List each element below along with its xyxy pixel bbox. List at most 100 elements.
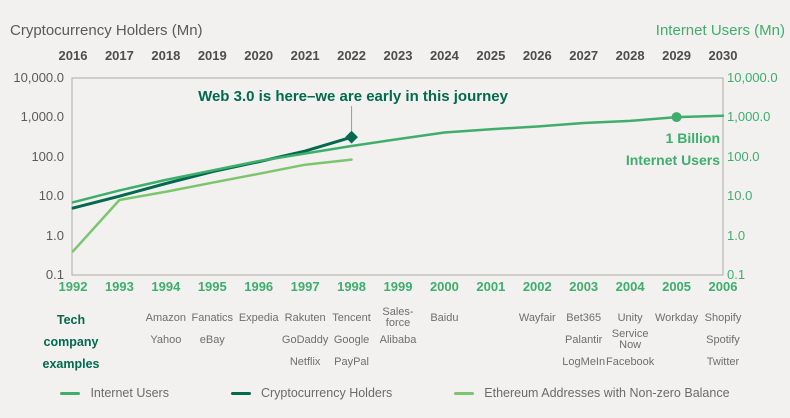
company-name: Spotify xyxy=(706,334,740,346)
y-right-tick: 0.1 xyxy=(727,267,746,282)
company-cell: eBay xyxy=(179,329,245,351)
top-year-2029: 2029 xyxy=(662,48,692,63)
company-name: GoDaddy xyxy=(281,334,329,346)
company-cell: Bet365 xyxy=(551,307,617,329)
company-cell: GoDaddy xyxy=(272,329,338,351)
company-name: Alibaba xyxy=(379,334,417,346)
company-name: Rakuten xyxy=(284,312,326,324)
company-name: Yahoo xyxy=(150,334,182,346)
series-line-ethereum-addresses-with-non-zero-balance xyxy=(71,158,353,253)
company-cell: Wayfair xyxy=(504,307,570,329)
series-line-cryptocurrency-holders xyxy=(71,135,354,210)
y-right-tick: 10.0 xyxy=(727,188,753,204)
top-year-2017: 2017 xyxy=(104,48,134,63)
bottom-year-2006: 2006 xyxy=(708,279,738,294)
web3-annotation: Web 3.0 is here–we are early in this jou… xyxy=(198,88,508,105)
top-year-2027: 2027 xyxy=(569,48,599,63)
y-left-tick: 1,000.0 xyxy=(20,109,64,125)
company-name: Facebook xyxy=(605,356,655,368)
company-cell: Unity xyxy=(597,307,663,329)
legend-swatch xyxy=(60,391,81,395)
company-cell: Service Now xyxy=(597,329,663,351)
bottom-year-1996: 1996 xyxy=(244,279,274,294)
series-line-internet-users xyxy=(71,114,725,204)
y-left-tick: 100.0 xyxy=(31,148,64,164)
company-cell: Rakuten xyxy=(272,307,338,329)
company-cell: Tencent xyxy=(319,307,385,329)
company-cell xyxy=(411,329,477,351)
company-cell: Twitter xyxy=(690,351,756,373)
company-cell: Google xyxy=(319,329,385,351)
plot-border xyxy=(71,77,724,276)
company-column-1999: Sales-force Alibaba xyxy=(365,307,431,373)
legend-label: Cryptocurrency Holders xyxy=(260,386,393,400)
company-cell: Baidu xyxy=(411,307,477,329)
top-year-2016: 2016 xyxy=(58,48,88,63)
y-right-tick: 1,000.0 xyxy=(727,109,771,125)
y-right-tick: 1.0 xyxy=(727,227,746,243)
bottom-year-1995: 1995 xyxy=(197,279,227,294)
company-name: eBay xyxy=(199,334,225,346)
bottom-year-2000: 2000 xyxy=(429,279,459,294)
legend: Internet Users Cryptocurrency Holders Ethe… xyxy=(0,386,790,400)
bottom-year-2004: 2004 xyxy=(615,279,645,294)
legend-item-ethereum-addresses-with-non-zero-balance: Ethereum Addresses with Non-zero Balance xyxy=(454,386,730,400)
company-cell xyxy=(411,351,477,373)
top-year-2025: 2025 xyxy=(476,48,506,63)
company-name: LogMeIn xyxy=(562,356,606,368)
legend-item-internet-users: Internet Users xyxy=(60,386,169,400)
company-name: Palantir xyxy=(565,334,603,346)
top-year-2026: 2026 xyxy=(522,48,552,63)
company-column-2002: Wayfair xyxy=(504,307,570,373)
top-year-2018: 2018 xyxy=(151,48,181,63)
company-cell: Netflix xyxy=(272,351,338,373)
bottom-year-1992: 1992 xyxy=(58,279,88,294)
top-year-2021: 2021 xyxy=(290,48,320,63)
company-cell: Fanatics xyxy=(179,307,245,329)
company-name: Google xyxy=(333,334,370,346)
billion-users-annotation: 1 Billion Internet Users xyxy=(626,127,720,171)
legend-swatch xyxy=(230,391,251,395)
company-column-2005: Workday xyxy=(644,307,710,373)
company-name: Wayfair xyxy=(518,312,556,324)
legend-swatch xyxy=(454,391,475,395)
bottom-year-1993: 1993 xyxy=(104,279,134,294)
y-left-tick: 0.1 xyxy=(45,267,64,282)
company-column-1995: Fanatics eBay xyxy=(179,307,245,373)
tech-company-examples-label: Tech company examples xyxy=(16,309,126,375)
company-name: Twitter xyxy=(706,356,740,368)
top-year-2024: 2024 xyxy=(429,48,459,63)
legend-label: Ethereum Addresses with Non-zero Balance xyxy=(484,386,730,400)
company-column-2003: Bet365 Palantir LogMeIn xyxy=(551,307,617,373)
top-year-2019: 2019 xyxy=(197,48,227,63)
company-column-2000: Baidu xyxy=(411,307,477,373)
company-name: PayPal xyxy=(334,356,369,368)
company-column-1996: Expedia xyxy=(226,307,292,373)
bottom-year-2001: 2001 xyxy=(476,279,506,294)
company-name: Workday xyxy=(654,312,699,324)
company-name: Bet365 xyxy=(566,312,602,324)
right-axis-title: Internet Users (Mn) xyxy=(655,22,785,39)
tech-label-line: Tech xyxy=(56,313,86,327)
tech-label-line: company xyxy=(43,335,99,349)
bottom-year-1997: 1997 xyxy=(290,279,320,294)
company-cell: Yahoo xyxy=(133,329,199,351)
company-column-2004: Unity Service Now Facebook xyxy=(597,307,663,373)
company-name: Shopify xyxy=(704,312,742,324)
top-year-2030: 2030 xyxy=(708,48,738,63)
company-cell: Amazon xyxy=(133,307,199,329)
company-name: Sales- xyxy=(382,306,414,318)
company-cell: LogMeIn xyxy=(551,351,617,373)
bottom-year-2002: 2002 xyxy=(522,279,552,294)
crypto-end-diamond-marker xyxy=(345,130,358,144)
bottom-year-1994: 1994 xyxy=(151,279,181,294)
y-left-tick: 10,000.0 xyxy=(13,70,64,85)
company-cell: Expedia xyxy=(226,307,292,329)
y-right-tick: 100.0 xyxy=(727,148,760,164)
company-name: Unity xyxy=(617,312,643,324)
company-column-1998: Tencent Google PayPal xyxy=(319,307,385,373)
bottom-year-2005: 2005 xyxy=(662,279,692,294)
company-column-1994: Amazon Yahoo xyxy=(133,307,199,373)
y-left-tick: 10.0 xyxy=(38,188,64,204)
